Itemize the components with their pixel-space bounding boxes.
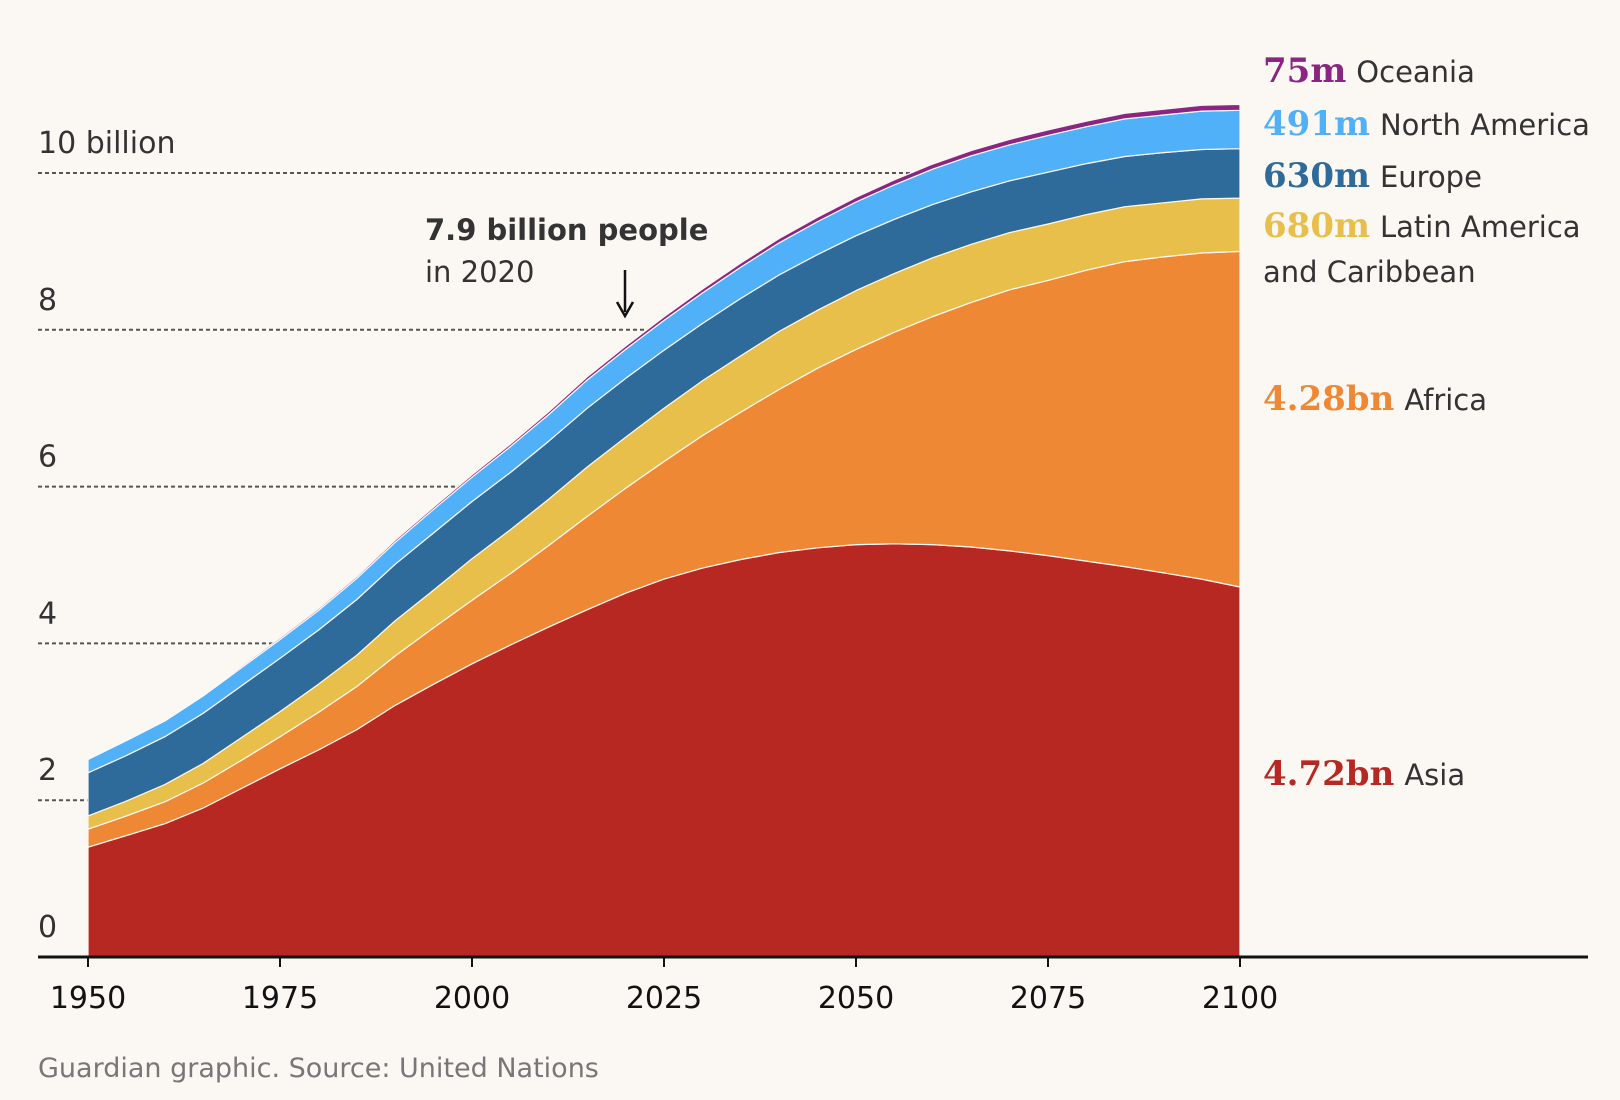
y-tick-label: 0 xyxy=(38,910,57,945)
stacked-areas xyxy=(87,103,1241,958)
end-label-value: 4.28bn xyxy=(1263,379,1394,419)
x-tick-label: 2075 xyxy=(1010,981,1086,1016)
end-label-value: 630m xyxy=(1263,156,1370,196)
end-label-africa: 4.28bn Africa xyxy=(1263,379,1487,419)
end-label-name-line2: and Caribbean xyxy=(1263,255,1476,289)
end-label-oceania: 75m Oceania xyxy=(1263,51,1475,91)
end-label-value: 4.72bn xyxy=(1263,754,1394,794)
y-tick-label: 10 billion xyxy=(38,126,175,161)
end-label-latin-america: 680m Latin America xyxy=(1263,206,1581,246)
end-label-north-america: 491m North America xyxy=(1263,104,1590,144)
y-tick-label: 8 xyxy=(38,283,57,318)
end-label-asia: 4.72bn Asia xyxy=(1263,754,1465,794)
annotation-line1: 7.9 billion people xyxy=(425,213,708,247)
end-label-name: Asia xyxy=(1404,758,1465,792)
annotation-line2: in 2020 xyxy=(425,255,534,289)
end-label-name: North America xyxy=(1380,108,1590,142)
x-axis-ticks: 1950 1975 2000 2025 2050 2075 2100 xyxy=(50,957,1278,1016)
end-label-value: 491m xyxy=(1263,104,1370,144)
source-note: Guardian graphic. Source: United Nations xyxy=(38,1053,599,1084)
area-oceania xyxy=(87,103,1241,760)
end-label-value: 75m xyxy=(1263,51,1346,91)
x-tick-label: 2100 xyxy=(1202,981,1278,1016)
x-tick-label: 2025 xyxy=(626,981,702,1016)
annotation-arrow-head xyxy=(615,301,635,319)
y-tick-label: 2 xyxy=(38,753,57,788)
annotation-2020: 7.9 billion people in 2020 xyxy=(425,213,708,319)
end-label-name: Africa xyxy=(1404,383,1487,417)
x-tick-label: 2050 xyxy=(818,981,894,1016)
end-label-value: 680m xyxy=(1263,206,1370,246)
end-label-name: Europe xyxy=(1380,160,1482,194)
end-labels: 75m Oceania 491m North America 630m Europe 680… xyxy=(1263,51,1590,794)
end-label-name: Latin America xyxy=(1380,210,1581,244)
x-tick-label: 1975 xyxy=(242,981,318,1016)
x-tick-label: 2000 xyxy=(434,981,510,1016)
y-axis-ticks: 0 2 4 6 8 10 billion xyxy=(38,126,175,945)
y-tick-label: 6 xyxy=(38,440,57,475)
x-tick-label: 1950 xyxy=(50,981,126,1016)
end-label-name: Oceania xyxy=(1356,55,1475,89)
y-tick-label: 4 xyxy=(38,596,57,631)
end-label-europe: 630m Europe xyxy=(1263,156,1482,196)
